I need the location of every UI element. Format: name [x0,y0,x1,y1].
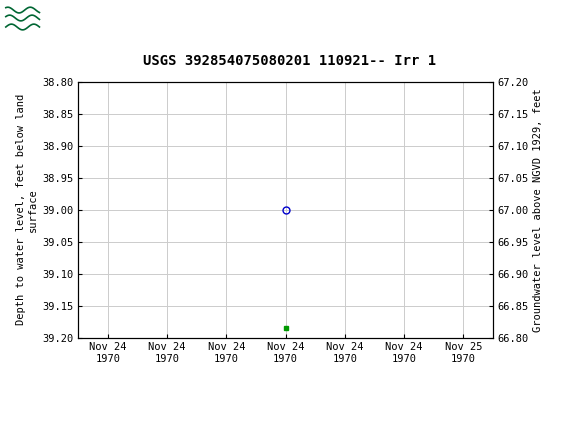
Text: USGS 392854075080201 110921-- Irr 1: USGS 392854075080201 110921-- Irr 1 [143,54,437,68]
FancyBboxPatch shape [5,3,41,33]
Text: USGS: USGS [48,9,103,27]
Y-axis label: Groundwater level above NGVD 1929, feet: Groundwater level above NGVD 1929, feet [533,88,543,332]
Y-axis label: Depth to water level, feet below land
surface: Depth to water level, feet below land su… [16,94,38,325]
